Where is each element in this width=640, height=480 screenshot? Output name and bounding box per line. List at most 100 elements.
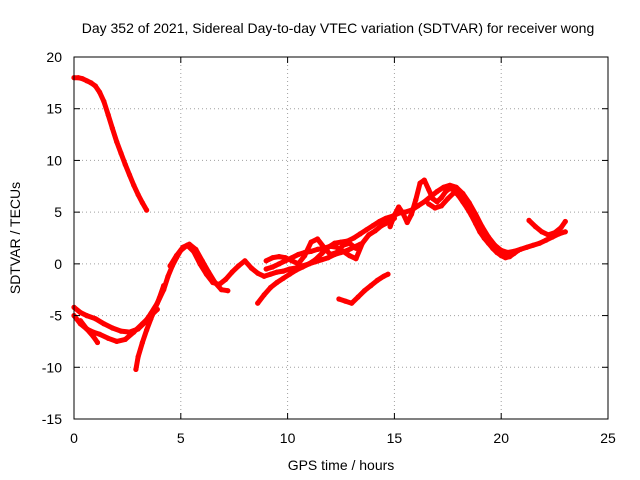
data-point <box>370 223 376 229</box>
data-point <box>156 295 162 301</box>
data-point <box>180 244 186 250</box>
data-point <box>261 273 267 279</box>
data-point <box>372 228 378 234</box>
data-point <box>144 207 150 213</box>
data-point <box>404 219 410 226</box>
x-tick-label: 25 <box>600 430 616 446</box>
data-point <box>426 186 432 192</box>
y-tick-label: -10 <box>42 359 62 375</box>
plot-frame <box>73 56 609 420</box>
data-point <box>532 224 539 230</box>
data-point <box>379 223 385 229</box>
data-point <box>287 266 293 272</box>
data-point <box>430 196 436 202</box>
data-point <box>511 250 517 257</box>
x-axis-label: GPS time / hours <box>288 457 395 473</box>
data-point <box>539 229 545 235</box>
data-point <box>421 199 427 205</box>
data-series <box>71 75 568 372</box>
data-point <box>152 305 158 311</box>
data-point <box>524 244 530 250</box>
data-point <box>235 263 242 269</box>
data-point <box>105 335 111 341</box>
data-point <box>199 258 205 264</box>
data-point <box>135 192 141 198</box>
data-point <box>109 325 115 331</box>
grid <box>74 57 608 419</box>
data-point <box>346 240 353 246</box>
data-point <box>206 269 212 275</box>
data-point <box>300 264 306 270</box>
data-point <box>357 231 363 237</box>
data-point <box>340 248 346 254</box>
data-point <box>385 271 391 277</box>
data-point <box>321 245 327 251</box>
data-point <box>280 275 286 281</box>
data-point <box>131 182 137 188</box>
data-point <box>92 316 98 322</box>
data-point <box>445 196 451 202</box>
y-tick-label: 15 <box>46 101 62 117</box>
data-point <box>376 218 382 225</box>
data-point <box>263 266 269 272</box>
data-point <box>223 276 229 282</box>
data-point <box>477 227 483 233</box>
data-point <box>139 200 145 206</box>
data-point <box>248 265 254 271</box>
data-point <box>287 271 293 277</box>
data-point <box>319 257 325 263</box>
data-point <box>242 258 248 264</box>
data-point <box>355 294 361 300</box>
y-axis-label: SDTVAR / TECUs <box>7 182 23 294</box>
data-point <box>434 199 440 205</box>
data-point <box>173 253 180 259</box>
data-point <box>562 218 568 225</box>
data-point <box>458 193 464 199</box>
y-tick-label: -15 <box>42 411 62 427</box>
data-point <box>483 236 489 242</box>
data-point <box>374 277 380 283</box>
data-point <box>212 279 218 286</box>
x-tick-label: 5 <box>177 430 185 446</box>
data-point <box>421 177 427 183</box>
data-point <box>97 89 103 95</box>
data-point <box>383 215 389 221</box>
data-point <box>438 203 444 209</box>
data-point <box>451 189 457 196</box>
data-point <box>84 313 90 319</box>
data-point <box>368 283 374 289</box>
data-point <box>308 239 314 245</box>
data-point <box>276 254 282 260</box>
data-point <box>261 292 267 298</box>
series-arc-1-line <box>71 75 150 213</box>
data-point <box>413 197 419 203</box>
data-point <box>443 188 449 195</box>
data-point <box>79 76 86 82</box>
data-point <box>515 247 521 253</box>
data-point <box>432 205 438 211</box>
data-point <box>135 354 141 360</box>
x-tick-label: 0 <box>70 430 78 446</box>
data-point <box>302 249 308 256</box>
data-point <box>408 211 415 217</box>
data-point <box>270 264 276 270</box>
y-tick-label: 20 <box>46 49 62 65</box>
x-tick-label: 20 <box>493 430 509 446</box>
data-point <box>464 203 470 209</box>
data-point <box>84 78 90 84</box>
data-point <box>289 255 295 261</box>
data-point <box>225 288 231 294</box>
data-point <box>276 261 282 267</box>
series-arc-6-line <box>167 241 231 294</box>
data-point <box>114 139 120 145</box>
data-point <box>122 336 128 342</box>
data-point <box>334 244 340 250</box>
data-point <box>336 296 342 302</box>
data-point <box>263 258 269 264</box>
data-point <box>293 267 299 273</box>
series-arc-4-line <box>77 318 100 345</box>
data-point <box>434 188 440 195</box>
data-point <box>400 210 406 216</box>
data-point <box>109 125 115 131</box>
